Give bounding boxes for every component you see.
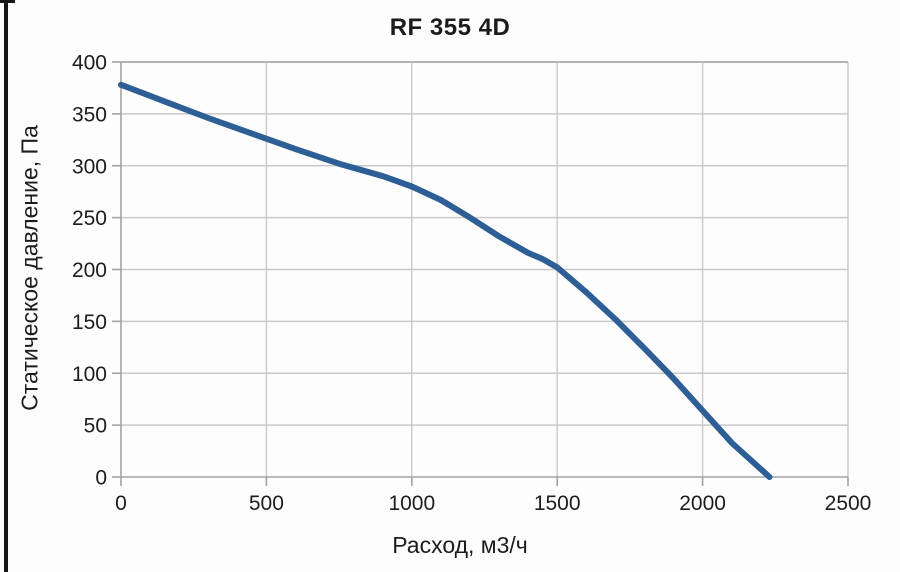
x-axis-title: Расход, м3/ч (392, 532, 528, 558)
chart-title: RF 355 4D (389, 14, 511, 41)
pressure-curve (118, 81, 773, 480)
y-tick-label: 0 (95, 467, 107, 490)
y-tick-label: 400 (72, 52, 107, 75)
x-tick-label: 500 (249, 492, 284, 515)
y-tick-label: 350 (72, 103, 107, 126)
y-tick-label: 300 (72, 155, 107, 178)
y-tick-label: 100 (72, 363, 107, 386)
y-tick-label: 200 (72, 259, 107, 282)
page-top-border-stub (0, 0, 15, 3)
y-tick-label: 50 (84, 415, 107, 438)
x-tick-label: 0 (115, 492, 127, 515)
y-tick-label: 150 (72, 311, 107, 334)
x-tick-label: 2500 (825, 492, 872, 515)
x-tick-label: 1000 (388, 492, 435, 515)
y-tick-label: 250 (72, 207, 107, 230)
x-tick-label: 2000 (679, 492, 726, 515)
y-axis-title: Статическое давление, Па (16, 125, 43, 411)
page-left-border (4, 0, 8, 572)
x-tick-label: 1500 (534, 492, 581, 515)
